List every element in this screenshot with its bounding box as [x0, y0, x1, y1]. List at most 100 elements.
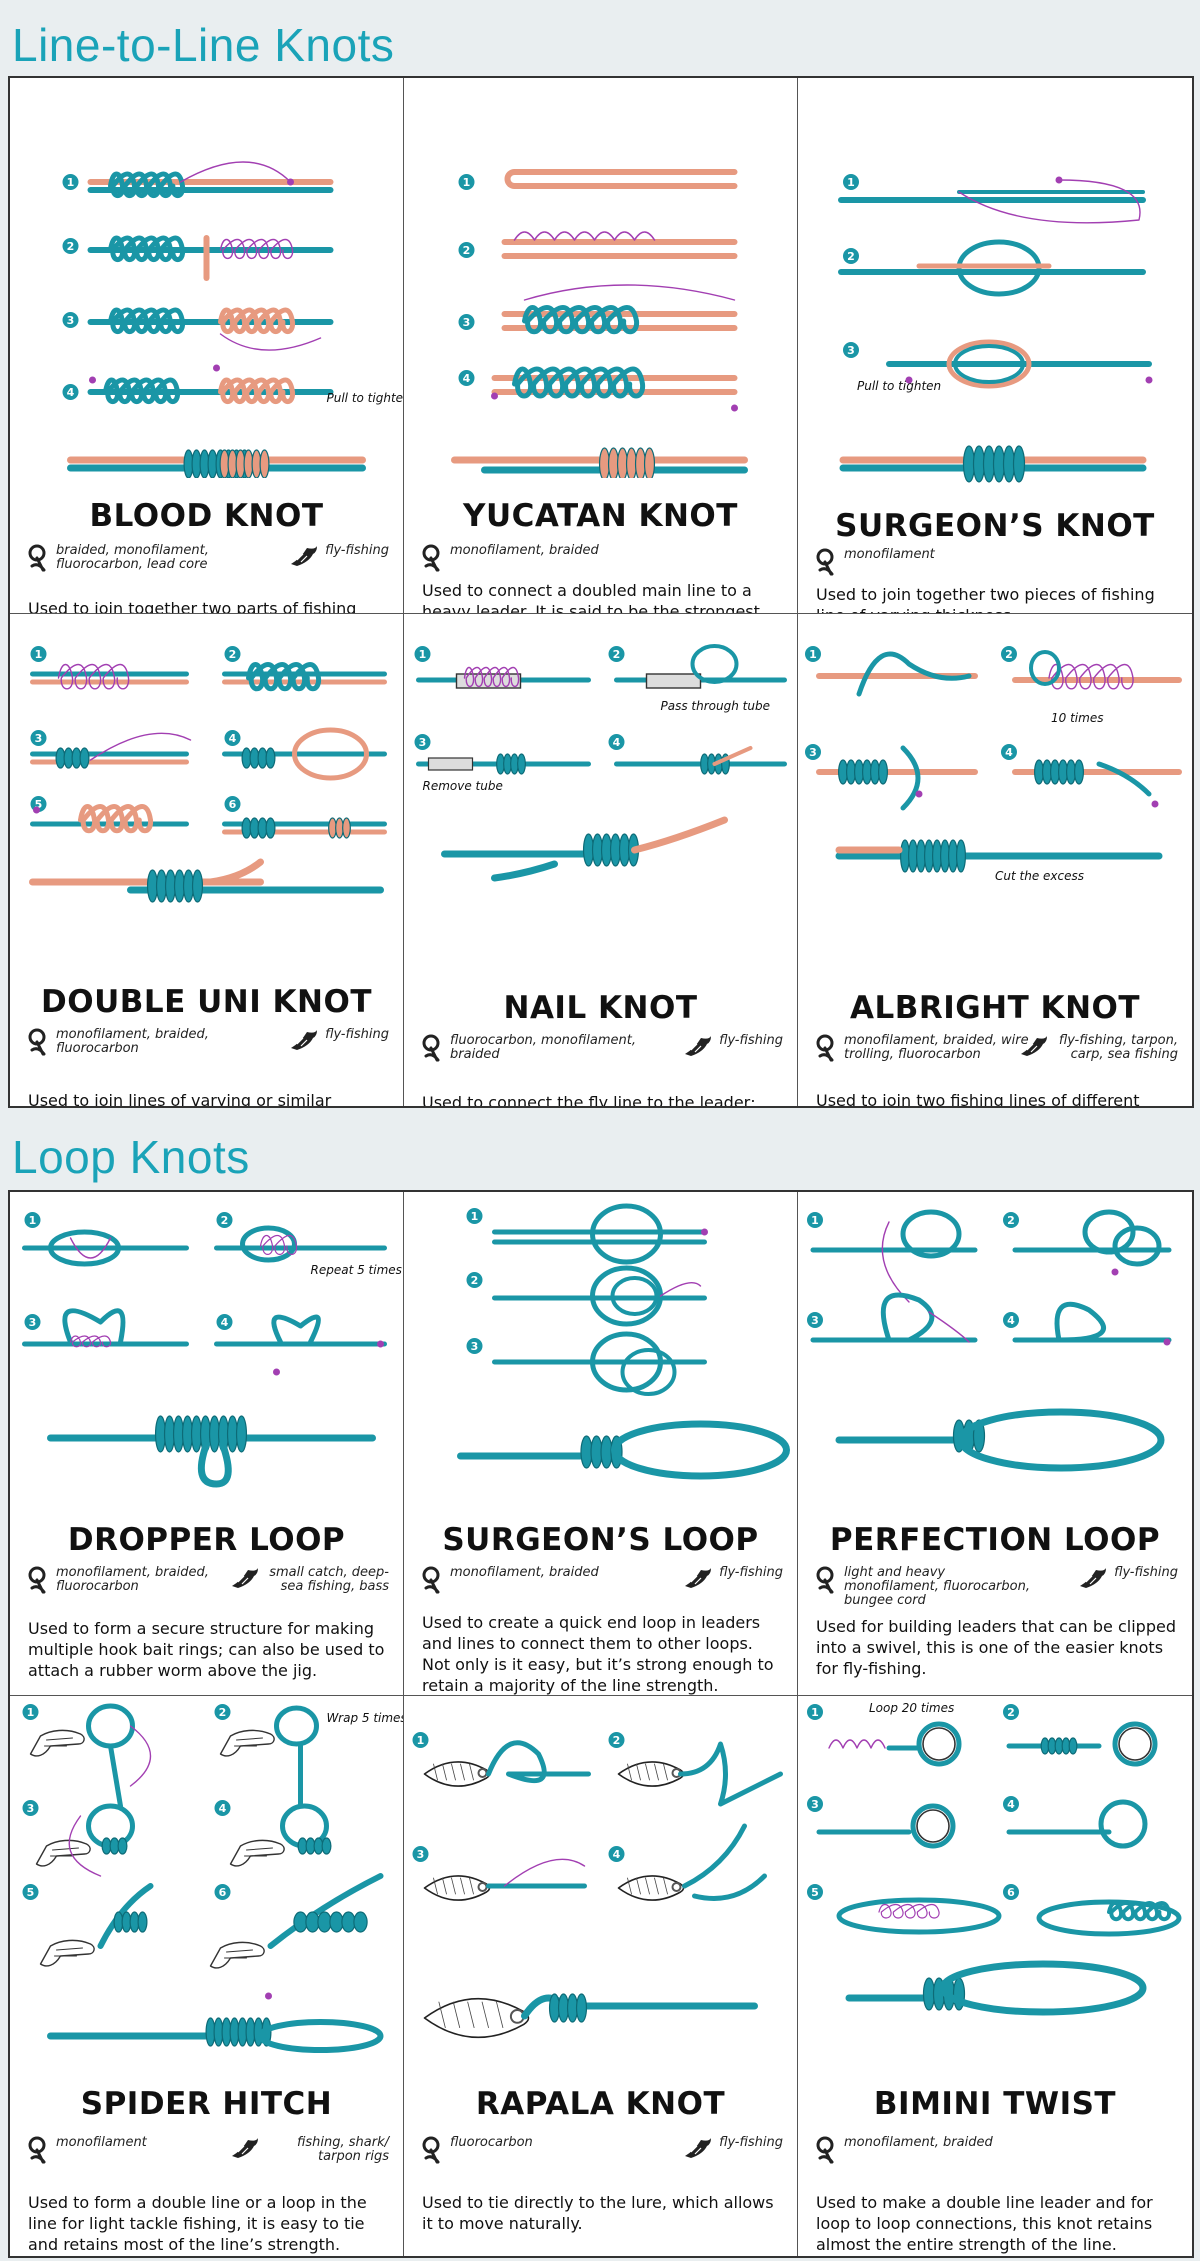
fish-icon — [232, 1568, 259, 1588]
svg-text:3: 3 — [67, 314, 75, 327]
line-path — [57, 663, 130, 690]
step-number-badge: 6 — [224, 796, 241, 812]
line-type-text: light and heavy monofilament, fluorocarb… — [844, 1565, 1030, 1608]
line-type-text: fluorocarbon — [450, 2135, 533, 2150]
knot-wraps — [241, 817, 276, 839]
line-path — [108, 307, 186, 334]
line-path — [463, 666, 520, 688]
loop-knots-grid: 1 2 Repeat 5 times 3 4 DROPPER LOOP monofilam… — [8, 1190, 1194, 2258]
svg-text:6: 6 — [1007, 1886, 1015, 1899]
svg-text:1: 1 — [471, 1210, 479, 1223]
line-path — [512, 366, 646, 399]
knot-name: NAIL KNOT — [503, 990, 698, 1026]
svg-text:2: 2 — [229, 648, 237, 661]
fishing-line-spool-icon — [422, 544, 440, 572]
tube-icon — [427, 757, 474, 771]
knot-wraps — [219, 449, 270, 478]
line-loop — [620, 1348, 677, 1396]
hand-icon — [229, 1839, 285, 1867]
line-path — [654, 1763, 659, 1781]
step-number-badge: 2 — [466, 1272, 483, 1288]
knot-meta: light and heavy monofilament, fluorocarb… — [816, 1566, 1178, 1612]
knot-name: ALBRIGHT KNOT — [849, 990, 1141, 1026]
knot-illustration: 1 2 3 4 Pull to tighten — [62, 161, 404, 478]
line-path — [218, 307, 296, 334]
line-loop — [1029, 650, 1061, 686]
knot-card: 1 2 Pass through tube 3 Remove tube 4 NAIL KNO… — [404, 614, 798, 1106]
line-path — [878, 1903, 940, 1919]
line-path — [504, 169, 738, 189]
hand-icon — [29, 1729, 85, 1757]
fish-icon — [1020, 1036, 1047, 1056]
line-path — [219, 238, 294, 260]
svg-text:2: 2 — [613, 648, 621, 661]
knot-name: RAPALA KNOT — [475, 2086, 726, 2122]
knot-meta: monofilament fishing, shark/ tarpon rigs — [28, 2136, 389, 2182]
line-path — [1096, 761, 1152, 797]
line-loop — [257, 2019, 384, 2053]
line-path — [451, 1763, 456, 1781]
knot-description: Used for building leaders that can be cl… — [816, 1617, 1176, 1678]
line-path — [68, 1815, 102, 1877]
knot-description: Used to make a double line leader and fo… — [816, 2193, 1153, 2254]
knot-name: SURGEON’S KNOT — [835, 508, 1155, 544]
line-loop — [953, 344, 1025, 384]
knot-wraps — [548, 1993, 588, 2023]
knot-card: 1 2 3 4 5 6 DOUBLE UNI KNOT monofilament, brai… — [10, 614, 404, 1106]
line-path — [271, 1314, 321, 1345]
step-number-badge: 3 — [805, 744, 821, 760]
knot-wraps — [582, 833, 640, 867]
knot-illustration: 1 2 3 4 — [451, 169, 748, 478]
tag-end-dot — [377, 1340, 384, 1348]
line-type: monofilament, braided — [422, 1566, 599, 1596]
line-type-text: monofilament, braided, fluorocarbon — [56, 1565, 209, 1594]
instruction-note: Pull to tighten — [327, 391, 404, 405]
line-loop — [1098, 1799, 1148, 1849]
line-path — [958, 179, 1141, 224]
line-path — [491, 860, 558, 882]
step-number-badge: 3 — [843, 342, 859, 358]
knot-illustration: 1 2 Pass through tube 3 Remove tube 4 — [414, 644, 787, 882]
line-path — [513, 231, 656, 241]
knee-icon — [922, 1727, 956, 1761]
tag-end-dot — [915, 790, 923, 798]
line-type: monofilament, braided — [422, 544, 599, 574]
hand-icon — [39, 1939, 95, 1967]
fishing-use-text: fly-fishing — [325, 543, 389, 558]
step-number-badge: 1 — [24, 1212, 41, 1228]
line-path — [209, 1941, 265, 1969]
tag-end-dot — [1151, 800, 1159, 808]
fishing-use: small catch, deep-sea fishing, bass — [230, 1566, 389, 1594]
line-path — [50, 1847, 79, 1857]
line-loop — [590, 1331, 663, 1393]
fishing-line-spool-icon — [816, 1034, 834, 1062]
svg-text:4: 4 — [67, 386, 75, 399]
line-path — [69, 1335, 112, 1348]
line-path — [234, 1737, 263, 1747]
line-path — [108, 235, 186, 262]
instruction-note: Loop 20 times — [869, 1701, 954, 1715]
line-path — [631, 816, 728, 854]
step-number-badge: 2 — [214, 1704, 231, 1720]
line-path — [663, 1763, 668, 1781]
knot-card: 1 2 3 4 PERFECTION LOOP light and heavy mono… — [798, 1192, 1192, 1696]
knot-illustration: 1 2 3 Pull to tighten — [838, 174, 1153, 483]
knot-card: 1 2 Wrap 5 times 3 4 5 6 SPIDER HITCH monofilam… — [10, 1696, 404, 2256]
knot-description: Used to form a secure structure for maki… — [28, 1619, 385, 1680]
knot-name: SURGEON’S LOOP — [442, 1522, 759, 1558]
step-number-badge: 2 — [1001, 646, 1017, 662]
tag-end-dot — [905, 376, 913, 384]
knot-card: 1 2 3 4 RAPALA KNOT fluorocarbon fly-fishing… — [404, 1696, 798, 2256]
line-path — [433, 1763, 438, 1781]
line-loop — [590, 1203, 663, 1265]
knot-description: Used to create a quick end loop in leade… — [422, 1613, 774, 1695]
step-number-badge: 4 — [608, 734, 625, 750]
step-number-badge: 3 — [414, 734, 431, 750]
knot-card: 1 2 Repeat 5 times 3 4 DROPPER LOOP monofilam… — [10, 1192, 404, 1696]
knot-meta: fluorocarbon, monofilament, braided fly-… — [422, 1034, 783, 1080]
knot-card: 1 2 3 SURGEON’S LOOP monofilament, braided … — [404, 1192, 798, 1696]
line-loop — [1082, 1209, 1136, 1255]
svg-text:1: 1 — [463, 176, 471, 189]
line-path — [712, 746, 753, 766]
step-number-badge: 4 — [216, 1314, 233, 1330]
